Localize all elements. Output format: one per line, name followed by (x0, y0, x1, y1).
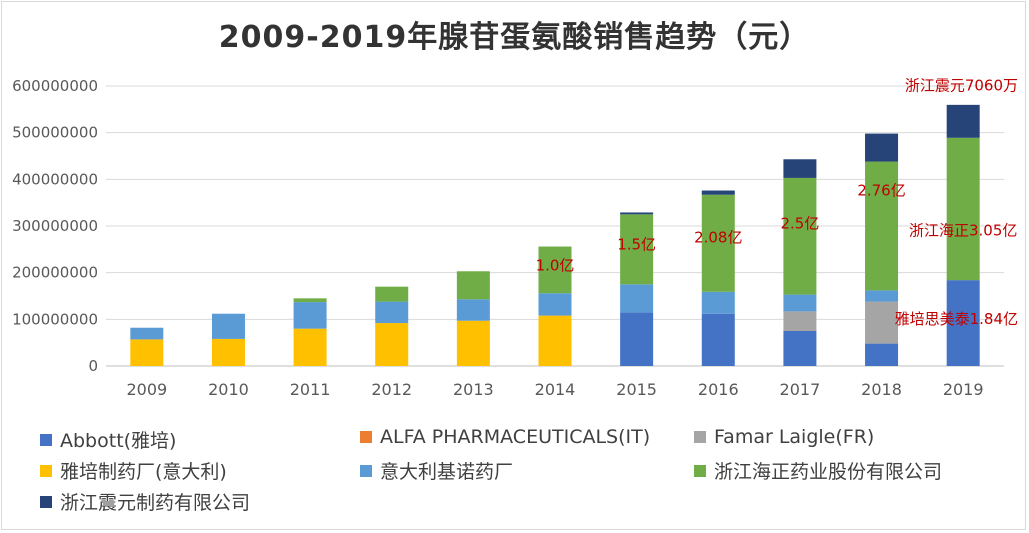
bar-segment (620, 312, 654, 366)
bar-segment (946, 104, 980, 138)
bar-segment (456, 271, 490, 300)
x-tick-label: 2013 (453, 380, 494, 399)
data-annotation: 2.08亿 (694, 228, 742, 246)
bar-segment (865, 290, 899, 302)
x-tick-label: 2016 (698, 380, 739, 399)
bar-segment (293, 302, 327, 329)
bar-segment (946, 280, 980, 366)
bar-segment (701, 291, 735, 314)
data-annotation: 浙江震元7060万 (905, 77, 1018, 95)
bar-segment (701, 313, 735, 366)
data-annotation: 2.5亿 (780, 214, 819, 232)
bar-segment (620, 214, 654, 285)
data-annotation: 雅培思美泰1.84亿 (895, 310, 1018, 328)
y-tick-label: 500000000 (12, 124, 98, 142)
x-tick-label: 2015 (616, 380, 657, 399)
bar-segment (538, 246, 572, 294)
y-tick-label: 600000000 (12, 77, 98, 95)
bar-segment (538, 315, 572, 366)
bar-segment (130, 339, 164, 366)
x-tick-label: 2010 (208, 380, 249, 399)
bar-segment (865, 161, 899, 291)
bar-segment (620, 212, 654, 215)
x-tick-label: 2018 (861, 380, 902, 399)
x-tick-label: 2009 (126, 380, 167, 399)
bar-segment (783, 177, 817, 295)
bar-segment (211, 338, 245, 366)
x-tick-label: 2019 (943, 380, 984, 399)
bar-segment (946, 137, 980, 281)
bar-segment (783, 331, 817, 366)
x-tick-label: 2014 (535, 380, 576, 399)
y-tick-label: 200000000 (12, 264, 98, 282)
y-tick-label: 100000000 (12, 310, 98, 328)
bar-segment (375, 301, 409, 324)
bar-segment (701, 190, 735, 195)
x-tick-label: 2017 (780, 380, 821, 399)
data-annotation: 浙江海正3.05亿 (909, 221, 1017, 239)
bar-segment (783, 294, 817, 312)
x-tick-label: 2012 (371, 380, 412, 399)
bar-segment (865, 343, 899, 366)
bar-segment (456, 320, 490, 366)
bar-segment (375, 286, 409, 302)
bar-segment (783, 159, 817, 178)
bar-segment (538, 293, 572, 316)
bar-segment (783, 311, 817, 331)
y-tick-label: 0 (88, 357, 98, 375)
bar-segment (293, 298, 327, 303)
data-annotation: 2.76亿 (857, 182, 905, 200)
bar-segment (620, 284, 654, 313)
x-tick-label: 2011 (290, 380, 331, 399)
bar-segment (865, 301, 899, 344)
bar-segment (293, 328, 327, 366)
bar-segment (130, 327, 164, 340)
bar-segment (701, 194, 735, 292)
data-annotation: 1.5亿 (617, 235, 656, 253)
bar-segment (865, 133, 899, 162)
y-tick-label: 400000000 (12, 170, 98, 188)
y-tick-label: 300000000 (12, 217, 98, 235)
bar-segment (375, 323, 409, 366)
data-annotation: 1.0亿 (536, 256, 575, 274)
bar-segment (211, 313, 245, 339)
bar-segment (456, 299, 490, 321)
chart-title: 2009-2019年腺苷蛋氨酸销售趋势（元） (218, 20, 811, 55)
